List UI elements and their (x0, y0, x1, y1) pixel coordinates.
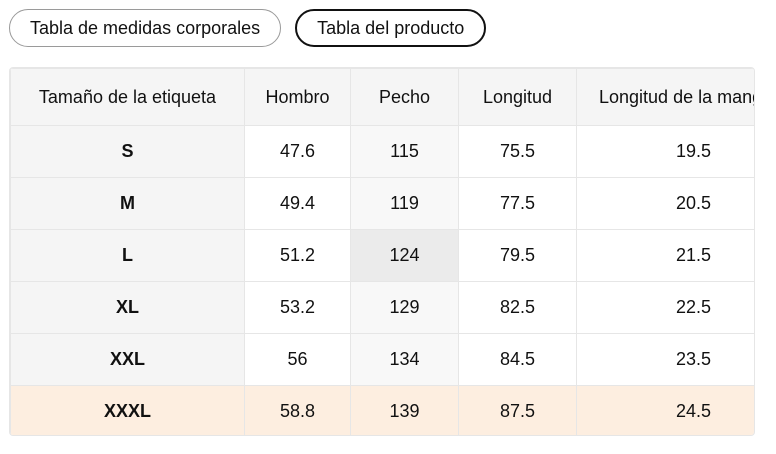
measure-cell: 84.5 (458, 333, 577, 386)
table-row: XL 53.2 129 82.5 22.5 (10, 281, 754, 334)
measure-cell: 75.5 (458, 125, 577, 178)
measure-cell: 129 (350, 281, 459, 334)
table-row: M 49.4 119 77.5 20.5 (10, 177, 754, 230)
measure-cell: 47.6 (244, 125, 351, 178)
measure-cell: 79.5 (458, 229, 577, 282)
size-label: M (10, 177, 245, 230)
header-cell: Hombro (244, 68, 351, 126)
tab[interactable]: Tabla de medidas corporales (9, 9, 282, 47)
size-label: S (10, 125, 245, 178)
header-cell: Longitud (458, 68, 577, 126)
measure-cell: 22.5 (576, 281, 754, 334)
tab-active[interactable]: Tabla del producto (295, 9, 487, 47)
measure-cell: 19.5 (576, 125, 754, 178)
header-cell: Tamaño de la etiqueta (10, 68, 245, 126)
table-row: S 47.6 115 75.5 19.5 (10, 125, 754, 178)
size-label: XXL (10, 333, 245, 386)
measure-cell: 56 (244, 333, 351, 386)
table-row: L 51.2 124 79.5 21.5 (10, 229, 754, 282)
measure-cell: 23.5 (576, 333, 754, 386)
size-label: XL (10, 281, 245, 334)
tab-bar: Tabla de medidas corporales Tabla del pr… (9, 9, 487, 47)
table-row: XXL 56 134 84.5 23.5 (10, 333, 754, 386)
table-body: S 47.6 115 75.5 19.5 M 49.4 119 77.5 20.5 L 51.2 124… (10, 125, 754, 435)
measure-cell: 134 (350, 333, 459, 386)
measure-cell: 53.2 (244, 281, 351, 334)
measure-cell: 115 (350, 125, 459, 178)
measure-cell: 21.5 (576, 229, 754, 282)
header-cell: Pecho (350, 68, 459, 126)
measure-cell: 58.8 (244, 385, 351, 435)
measure-cell: 24.5 (576, 385, 754, 435)
measure-cell: 51.2 (244, 229, 351, 282)
measure-cell: 77.5 (458, 177, 577, 230)
size-label: L (10, 229, 245, 282)
header-row: Tamaño de la etiqueta Hombro Pecho Longitud… (10, 68, 754, 126)
measure-cell: 49.4 (244, 177, 351, 230)
measure-cell: 20.5 (576, 177, 754, 230)
header-cell: Longitud de la manga (576, 68, 754, 126)
measure-cell: 139 (350, 385, 459, 435)
size-table-container: Tamaño de la etiqueta Hombro Pecho Longitud… (9, 67, 755, 436)
table-row: XXXL 58.8 139 87.5 24.5 (10, 385, 754, 435)
measure-cell: 124 (350, 229, 459, 282)
size-label: XXXL (10, 385, 245, 435)
size-table: Tamaño de la etiqueta Hombro Pecho Longitud… (10, 68, 754, 435)
measure-cell: 87.5 (458, 385, 577, 435)
measure-cell: 119 (350, 177, 459, 230)
measure-cell: 82.5 (458, 281, 577, 334)
